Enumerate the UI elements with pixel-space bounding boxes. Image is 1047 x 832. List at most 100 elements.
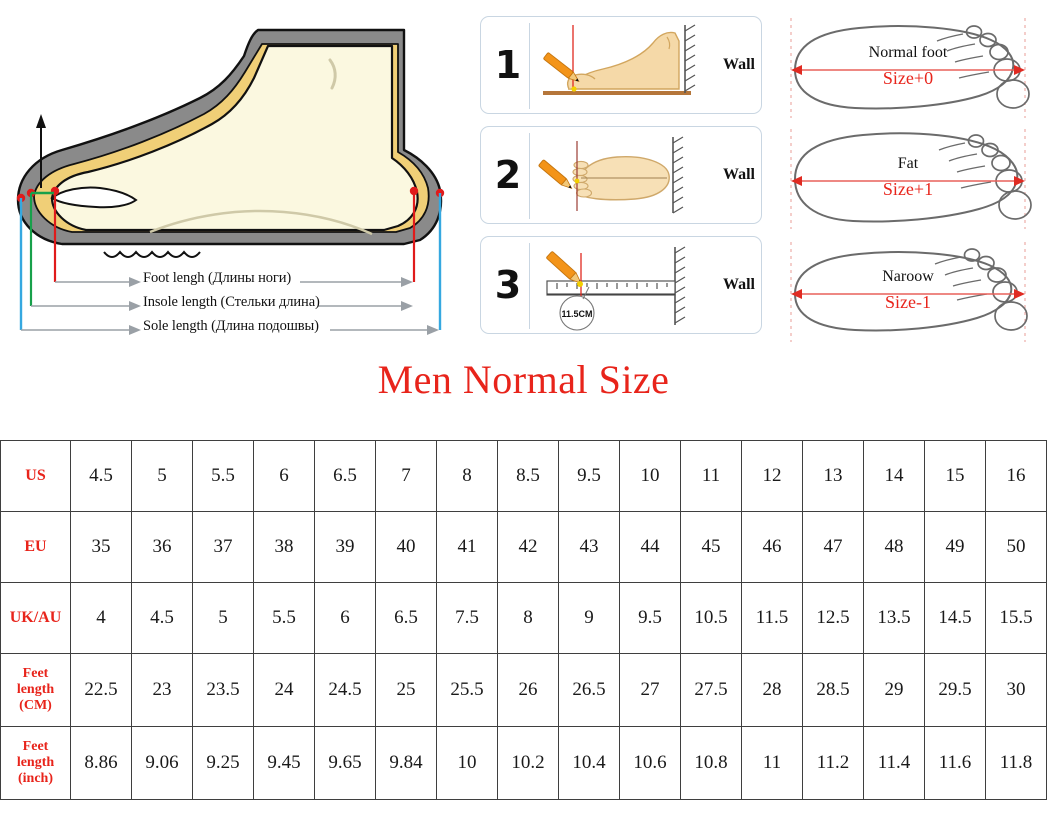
table-cell: 48: [863, 511, 925, 583]
table-row: EU 35 36 37 38 39 40 41 42 43 44 45 46 47 48 49 50: [0, 511, 1047, 583]
sole-length-label: Sole length (Длина подошвы): [143, 318, 319, 334]
foot-type-fat: Fat Size+1: [775, 125, 1041, 233]
table-cell: 10.8: [680, 726, 742, 800]
table-cell: 38: [253, 511, 315, 583]
table-cell: 25: [375, 653, 437, 727]
table-cell: 6: [314, 582, 376, 654]
table-cell: 5.5: [192, 440, 254, 512]
table-cell: 9.5: [619, 582, 681, 654]
table-cell: 23: [131, 653, 193, 727]
table-cell: 5.5: [253, 582, 315, 654]
table-cell: 27.5: [680, 653, 742, 727]
ruler-measure-icon: 11.5CM: [546, 246, 686, 331]
table-cell: 44: [619, 511, 681, 583]
row-header-line: Feet: [22, 739, 49, 755]
step-3-number: 3: [494, 263, 522, 307]
table-cell: 25.5: [436, 653, 498, 727]
shoe-cross-section-panel: Foot lengh (Длины ноги) Insole length (С…: [0, 0, 472, 350]
foot-width-panel: Normal foot Size+0: [775, 10, 1043, 350]
table-cell: 10: [436, 726, 498, 800]
row-header-feet-length-cm: Feet length (CM): [0, 653, 71, 727]
table-cell: 36: [131, 511, 193, 583]
step-2-box: 2: [480, 126, 762, 224]
table-cell: 11: [741, 726, 803, 800]
table-cell: 29.5: [924, 653, 986, 727]
table-row: US 4.5 5 5.5 6 6.5 7 8 8.5 9.5 10 11 12 13 14 15 16: [0, 440, 1047, 512]
table-cell: 6.5: [314, 440, 376, 512]
step-1-divider: [529, 23, 530, 109]
table-cell: 27: [619, 653, 681, 727]
row-header-line: Feet: [22, 666, 49, 682]
foot-top-outline-icon: [538, 136, 684, 214]
table-cell: 9.84: [375, 726, 437, 800]
table-cell: 4.5: [70, 440, 132, 512]
table-cell: 28: [741, 653, 803, 727]
table-cell: 4.5: [131, 582, 193, 654]
table-cell: 10.5: [680, 582, 742, 654]
table-cell: 11.6: [924, 726, 986, 800]
table-cell: 49: [924, 511, 986, 583]
row-header-line: UK/AU: [9, 609, 62, 627]
table-cell: 30: [985, 653, 1047, 727]
step-2-wall-label: Wall: [722, 166, 755, 183]
table-cell: 6.5: [375, 582, 437, 654]
table-cell: 26.5: [558, 653, 620, 727]
table-row: UK/AU 4 4.5 5 5.5 6 6.5 7.5 8 9 9.5 10.5 11.5 12.5 13.…: [0, 582, 1047, 654]
table-cell: 10.2: [497, 726, 559, 800]
step-3-divider: [529, 243, 530, 329]
step-1-number: 1: [494, 43, 522, 87]
table-cell: 14.5: [924, 582, 986, 654]
step-3-box: 3: [480, 236, 762, 334]
table-cell: 11.4: [863, 726, 925, 800]
table-cell: 13: [802, 440, 864, 512]
step-2-number: 2: [494, 153, 522, 197]
table-cell: 42: [497, 511, 559, 583]
table-row: Feet length (CM) 22.5 23 23.5 24 24.5 25 25.5 26 26…: [0, 653, 1047, 727]
table-cell: 11.2: [802, 726, 864, 800]
table-cell: 40: [375, 511, 437, 583]
table-cell: 35: [70, 511, 132, 583]
foot-type-narrow: Naroow Size-1: [775, 238, 1041, 346]
table-cell: 9.65: [314, 726, 376, 800]
foot-side-profile-icon: [543, 24, 696, 95]
step-3-callout: 11.5CM: [561, 309, 592, 319]
step-1-box: 1: [480, 16, 762, 114]
table-cell: 41: [436, 511, 498, 583]
insole-length-label: Insole length (Стельки длина): [143, 294, 320, 310]
table-cell: 16: [985, 440, 1047, 512]
table-cell: 28.5: [802, 653, 864, 727]
row-header-line: length: [16, 755, 55, 771]
table-cell: 6: [253, 440, 315, 512]
table-cell: 9: [558, 582, 620, 654]
table-cell: 9.5: [558, 440, 620, 512]
table-cell: 8.86: [70, 726, 132, 800]
table-cell: 9.45: [253, 726, 315, 800]
table-cell: 10.6: [619, 726, 681, 800]
row-header-line: (CM): [19, 697, 52, 713]
table-cell: 46: [741, 511, 803, 583]
shoe-cross-section-diagram: [16, 28, 445, 335]
table-cell: 37: [192, 511, 254, 583]
row-header-line: length: [16, 682, 55, 698]
table-cell: 5: [131, 440, 193, 512]
table-cell: 15.5: [985, 582, 1047, 654]
table-cell: 5: [192, 582, 254, 654]
table-cell: 10.4: [558, 726, 620, 800]
table-row: Feet length (inch) 8.86 9.06 9.25 9.45 9.65 9.84…: [0, 726, 1047, 800]
table-cell: 10: [619, 440, 681, 512]
table-cell: 13.5: [863, 582, 925, 654]
foot-type-normal: Normal foot Size+0: [775, 14, 1041, 122]
table-cell: 50: [985, 511, 1047, 583]
table-cell: 11: [680, 440, 742, 512]
normal-foot-outline-icon: [790, 18, 1030, 118]
table-cell: 39: [314, 511, 376, 583]
step-1-wall-label: Wall: [722, 56, 755, 73]
table-cell: 7.5: [436, 582, 498, 654]
table-cell: 14: [863, 440, 925, 512]
table-cell: 8: [497, 582, 559, 654]
size-conversion-table: US 4.5 5 5.5 6 6.5 7 8 8.5 9.5 10 11 12 13 14 15 16 EU 35 3…: [0, 440, 1047, 800]
measuring-steps-panel: 1: [480, 16, 768, 346]
row-header-line: (inch): [18, 770, 53, 786]
table-cell: 26: [497, 653, 559, 727]
table-cell: 7: [375, 440, 437, 512]
